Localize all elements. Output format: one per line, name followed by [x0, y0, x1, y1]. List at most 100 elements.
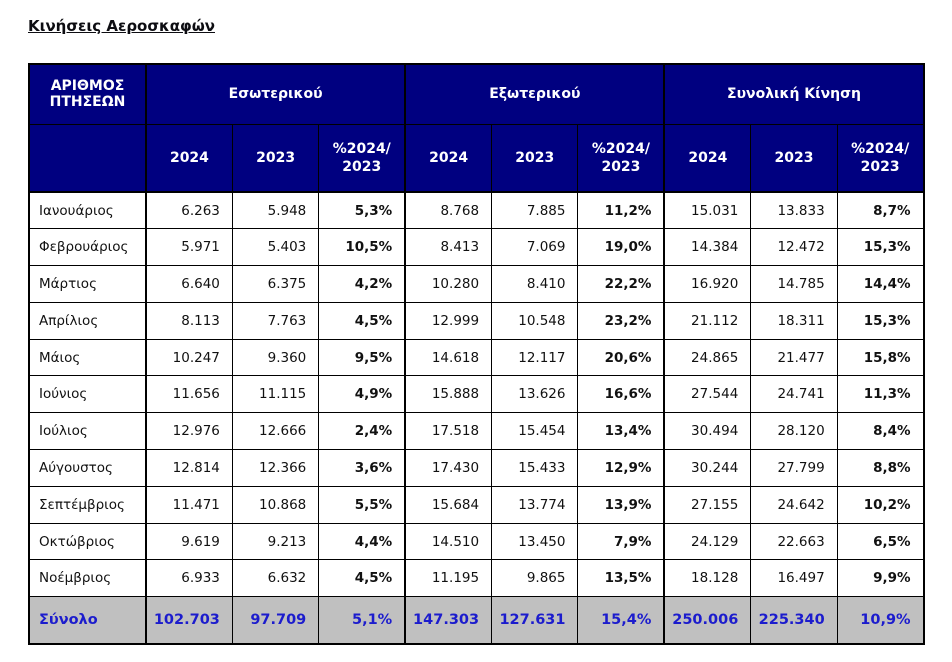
- value-cell: 15,8%: [836, 338, 925, 377]
- value-cell: 30.244: [663, 449, 752, 487]
- value-cell: 5,3%: [318, 191, 406, 230]
- value-cell: 14.384: [663, 228, 752, 267]
- value-cell: 15.433: [491, 449, 579, 487]
- value-cell: 12.666: [231, 412, 320, 451]
- month-cell: Αύγουστος: [28, 449, 147, 487]
- value-cell: 12.366: [231, 449, 320, 487]
- value-cell: 24.642: [750, 485, 838, 524]
- value-cell: 27.799: [750, 449, 838, 487]
- total-cell: 15,4%: [577, 596, 665, 645]
- value-cell: 8.410: [491, 265, 579, 303]
- value-cell: 13.626: [491, 375, 579, 414]
- group-header-total: Συνολική Κίνηση: [663, 63, 925, 125]
- value-cell: 15,3%: [836, 301, 925, 340]
- value-cell: 21.477: [750, 338, 838, 377]
- table-row: Μάρτιος 6.640 6.375 4,2% 10.280 8.410 22…: [28, 265, 925, 303]
- total-cell: 97.709: [231, 596, 320, 645]
- value-cell: 27.544: [663, 375, 752, 414]
- value-cell: 17.518: [404, 412, 493, 451]
- value-cell: 12,9%: [577, 449, 665, 487]
- table-footer: Σύνολο 102.703 97.709 5,1% 147.303 127.6…: [28, 596, 925, 645]
- value-cell: 8.768: [404, 191, 493, 230]
- total-cell: 102.703: [144, 596, 233, 645]
- value-cell: 4,5%: [318, 559, 406, 598]
- month-cell: Ιανουάριος: [28, 191, 147, 230]
- value-cell: 18.311: [750, 301, 838, 340]
- value-cell: 11,3%: [836, 375, 925, 414]
- month-cell: Σεπτέμβριος: [28, 485, 147, 524]
- value-cell: 15.031: [663, 191, 752, 230]
- table-row: Νοέμβριος 6.933 6.632 4,5% 11.195 9.865 …: [28, 559, 925, 598]
- table-row: Μάιος 10.247 9.360 9,5% 14.618 12.117 20…: [28, 338, 925, 377]
- value-cell: 10,2%: [836, 485, 925, 524]
- value-cell: 6.933: [144, 559, 233, 598]
- value-cell: 14.785: [750, 265, 838, 303]
- value-cell: 16.497: [750, 559, 838, 598]
- value-cell: 17.430: [404, 449, 493, 487]
- value-cell: 18.128: [663, 559, 752, 598]
- value-cell: 11.471: [144, 485, 233, 524]
- value-cell: 5.971: [144, 228, 233, 267]
- total-cell: 225.340: [750, 596, 838, 645]
- value-cell: 6,5%: [836, 522, 925, 561]
- value-cell: 10.247: [144, 338, 233, 377]
- aircraft-movements-table: ΑΡΙΘΜΟΣ ΠΤΗΣΕΩΝ Εσωτερικού Εξωτερικού Συ…: [28, 63, 925, 645]
- total-cell: 147.303: [404, 596, 493, 645]
- value-cell: 10,5%: [318, 228, 406, 267]
- value-cell: 5.403: [231, 228, 320, 267]
- value-cell: 9.865: [491, 559, 579, 598]
- value-cell: 10.280: [404, 265, 493, 303]
- value-cell: 14.510: [404, 522, 493, 561]
- value-cell: 11,2%: [577, 191, 665, 230]
- value-cell: 16,6%: [577, 375, 665, 414]
- subheader-total-pct: %2024/ 2023: [836, 123, 925, 193]
- table-row: Ιανουάριος 6.263 5.948 5,3% 8.768 7.885 …: [28, 191, 925, 230]
- total-cell: 10,9%: [836, 596, 925, 645]
- value-cell: 22,2%: [577, 265, 665, 303]
- value-cell: 6.632: [231, 559, 320, 598]
- value-cell: 12.117: [491, 338, 579, 377]
- table-row: Απρίλιος 8.113 7.763 4,5% 12.999 10.548 …: [28, 301, 925, 340]
- value-cell: 4,4%: [318, 522, 406, 561]
- value-cell: 8,4%: [836, 412, 925, 451]
- value-cell: 11.115: [231, 375, 320, 414]
- value-cell: 30.494: [663, 412, 752, 451]
- value-cell: 8,7%: [836, 191, 925, 230]
- subheader-total-2023: 2023: [750, 123, 838, 193]
- value-cell: 2,4%: [318, 412, 406, 451]
- value-cell: 12.472: [750, 228, 838, 267]
- subheader-international-pct: %2024/ 2023: [577, 123, 665, 193]
- value-cell: 7.763: [231, 301, 320, 340]
- value-cell: 13.450: [491, 522, 579, 561]
- corner-empty-cell: [28, 123, 147, 193]
- value-cell: 23,2%: [577, 301, 665, 340]
- value-cell: 4,5%: [318, 301, 406, 340]
- value-cell: 21.112: [663, 301, 752, 340]
- value-cell: 14.618: [404, 338, 493, 377]
- value-cell: 5.948: [231, 191, 320, 230]
- subheader-domestic-pct: %2024/ 2023: [318, 123, 406, 193]
- month-cell: Μάρτιος: [28, 265, 147, 303]
- month-cell: Ιούλιος: [28, 412, 147, 451]
- value-cell: 20,6%: [577, 338, 665, 377]
- value-cell: 16.920: [663, 265, 752, 303]
- value-cell: 8.113: [144, 301, 233, 340]
- value-cell: 9.213: [231, 522, 320, 561]
- value-cell: 7.069: [491, 228, 579, 267]
- value-cell: 10.548: [491, 301, 579, 340]
- total-label: Σύνολο: [28, 596, 147, 645]
- value-cell: 9.619: [144, 522, 233, 561]
- subheader-international-2024: 2024: [404, 123, 493, 193]
- value-cell: 15.888: [404, 375, 493, 414]
- total-cell: 127.631: [491, 596, 579, 645]
- value-cell: 13,5%: [577, 559, 665, 598]
- value-cell: 9.360: [231, 338, 320, 377]
- month-cell: Φεβρουάριος: [28, 228, 147, 267]
- value-cell: 11.656: [144, 375, 233, 414]
- value-cell: 13.774: [491, 485, 579, 524]
- value-cell: 8,8%: [836, 449, 925, 487]
- value-cell: 9,9%: [836, 559, 925, 598]
- subheader-domestic-2024: 2024: [144, 123, 233, 193]
- value-cell: 27.155: [663, 485, 752, 524]
